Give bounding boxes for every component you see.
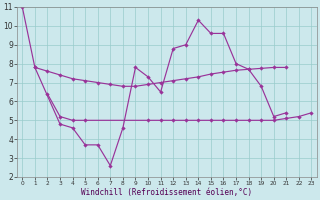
- X-axis label: Windchill (Refroidissement éolien,°C): Windchill (Refroidissement éolien,°C): [81, 188, 252, 197]
